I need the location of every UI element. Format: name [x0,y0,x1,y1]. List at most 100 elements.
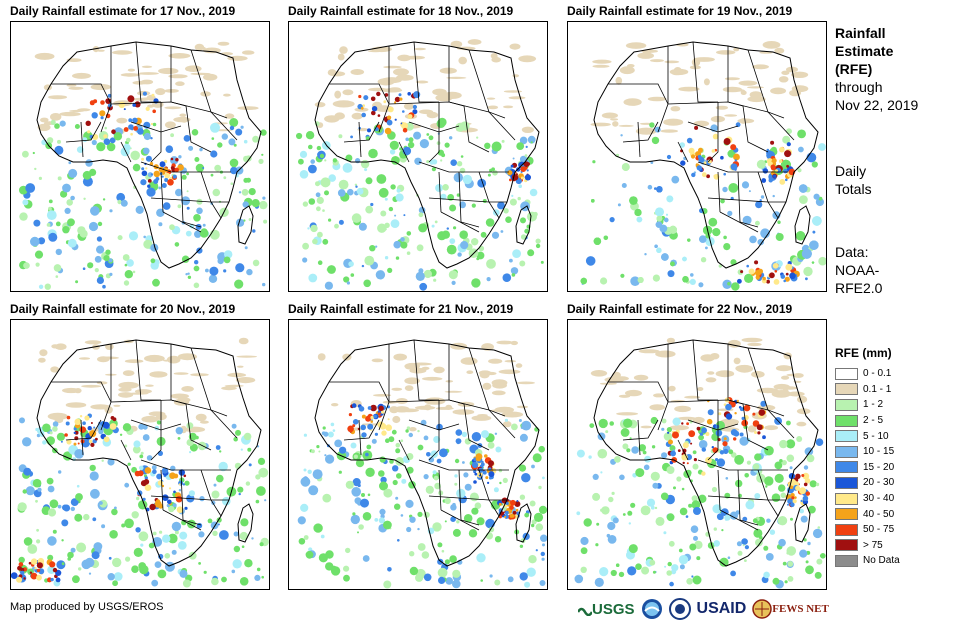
africa-coastline [36,339,262,567]
country-border [677,439,689,461]
totals-label: Totals [835,181,872,197]
country-border [463,105,490,153]
country-border [458,469,480,526]
country-border [210,409,238,439]
legend-label: 1 - 2 [863,399,884,411]
fewsnet-globe-icon [752,599,773,619]
panel-title: Daily Rainfall estimate for 18 Nov., 201… [288,4,514,18]
country-border [687,419,739,431]
fewsnet-logo-text: FEWS NET [772,603,829,615]
legend-label: 20 - 30 [863,477,895,489]
panel-title: Daily Rainfall estimate for 19 Nov., 201… [567,4,793,18]
country-border [667,399,769,411]
country-border [150,197,212,203]
legend-label: 0 - 0.1 [863,368,892,380]
legend-item: 30 - 40 [835,491,955,507]
country-border [737,469,759,526]
panel-title: Daily Rainfall estimate for 17 Nov., 201… [10,4,236,18]
legend-swatch [835,398,858,411]
legend-item: 5 - 10 [835,428,955,444]
madagascar-outline [237,503,254,543]
country-border [448,344,465,405]
map-credit: Map produced by USGS/EROS [10,601,164,613]
country-border [398,439,410,461]
legend-item: 20 - 30 [835,475,955,491]
country-border [150,495,212,501]
africa-map-svg [296,39,544,291]
country-border [622,419,659,441]
legend-item: 1 - 2 [835,397,955,413]
country-border [697,459,788,471]
country-border [707,197,769,203]
country-border [130,419,182,431]
rainfall-map [288,21,548,292]
legend-label: No Data [863,555,900,567]
country-border [343,419,380,441]
africa-coastline [314,339,540,567]
legend-title: RFE (mm) [835,346,892,360]
legend-label: 0.1 - 1 [863,383,892,395]
country-border [692,41,718,103]
title-line-1: Rainfall [835,25,886,41]
legend-item: > 75 [835,538,955,554]
country-border [65,419,102,441]
rainfall-map [10,319,270,590]
country-border [120,439,132,461]
country-border [388,399,490,411]
country-border [185,105,212,153]
country-border [130,121,182,133]
panel-title: Daily Rainfall estimate for 21 Nov., 201… [288,302,514,316]
country-border [742,403,769,451]
country-border [428,102,440,163]
country-border [418,161,509,173]
country-border [162,211,202,233]
country-border [65,121,102,143]
country-border [687,121,739,133]
product-title: Rainfall Estimate (RFE) through Nov 22, … [835,24,918,114]
rainfall-map [567,21,827,292]
country-border [719,509,759,531]
country-border [413,339,439,401]
country-border [120,141,132,163]
legend-swatch [835,383,858,396]
country-border [727,46,744,107]
noaa-logo [641,599,662,619]
country-border [418,459,509,471]
madagascar-outline [515,503,532,543]
legend-label: 10 - 15 [863,446,895,458]
data-source-line-1: NOAA- [835,262,880,278]
country-border [717,469,721,511]
usaid-logo: USAID [697,597,747,621]
country-border [488,409,516,439]
country-border [358,419,362,456]
africa-map-svg [11,337,269,588]
country-border [51,381,112,403]
legend-label: 50 - 75 [863,524,895,536]
rainfall-map [10,21,270,292]
country-border [210,111,238,141]
panel-title: Daily Rainfall estimate for 22 Nov., 201… [567,302,793,316]
country-border [428,495,490,501]
country-border [707,400,719,461]
country-border [719,211,759,233]
country-border [388,101,490,113]
country-border [413,41,439,103]
legend-label: 15 - 20 [863,461,895,473]
country-border [162,509,202,531]
country-border [657,46,669,133]
legend-item: 10 - 15 [835,444,955,460]
country-border [160,171,164,213]
country-border [488,111,516,141]
legend-label: > 75 [863,539,883,551]
country-border [667,101,769,113]
country-border [428,197,490,203]
country-border [440,211,480,233]
legend-label: 2 - 5 [863,415,884,427]
country-border [637,121,641,158]
rainfall-map [567,319,827,590]
country-border [428,400,440,461]
legend-swatch [835,367,858,380]
country-border [343,121,380,143]
africa-map-svg [574,337,826,589]
legend-swatch [835,508,858,521]
